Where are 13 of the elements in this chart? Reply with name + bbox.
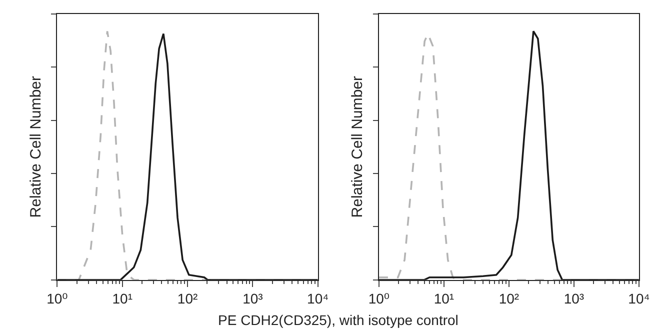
y-axis-title: Relative Cell Number [349,76,366,218]
y-axis-title: Relative Cell Number [27,76,44,218]
x-tick-label: 10³ [242,290,264,307]
x-tick-label: 10⁰ [46,290,68,307]
x-tick-label: 10¹ [112,290,133,307]
x-tick-label: 10² [177,290,198,307]
x-tick-label: 10⁰ [368,290,390,307]
x-tick-label: 10⁴ [307,290,329,307]
x-tick-label: 10⁴ [628,290,650,307]
x-tick-label: 10¹ [434,290,454,307]
x-tick-label: 10² [498,290,520,307]
x-axis-title: PE CDH2(CD325), with isotype control [218,312,458,328]
x-tick-label: 10³ [564,290,584,307]
